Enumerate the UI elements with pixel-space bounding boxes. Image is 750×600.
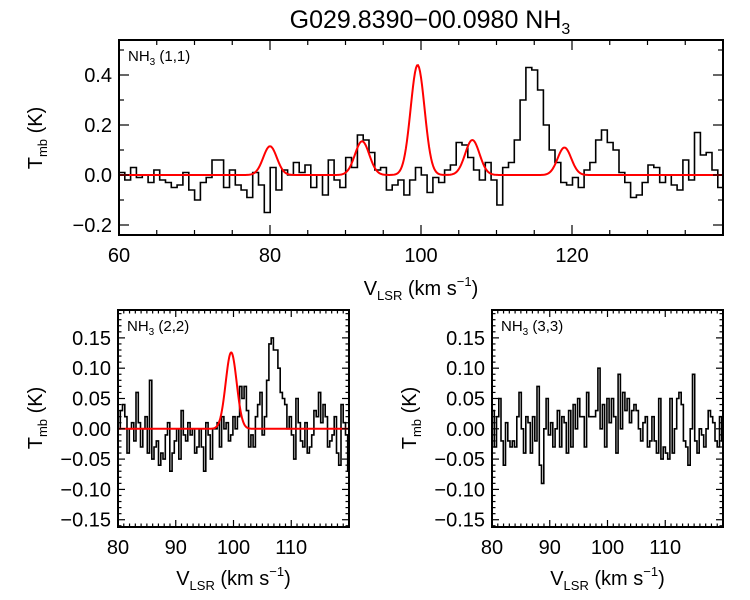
panel-label-subscript: 3	[149, 327, 155, 338]
spectrum-histogram	[118, 337, 349, 472]
y-axis-title-unit: (K)	[25, 107, 47, 139]
y-axis-title-main: T	[399, 437, 421, 449]
x-tick-label: 100	[591, 537, 624, 559]
x-tick-label: 80	[481, 537, 503, 559]
y-tick-label: −0.2	[73, 215, 112, 237]
x-tick-label: 80	[107, 537, 129, 559]
x-axis-title: VLSR (km s−1)	[550, 564, 665, 593]
panel-label-transition: (3,3)	[528, 318, 563, 335]
y-tick-label: 0.4	[84, 65, 112, 87]
panel-label-subscript: 3	[150, 57, 156, 68]
chart-title: G029.8390−00.0980 NH3	[290, 6, 571, 38]
y-tick-label: −0.10	[434, 479, 485, 501]
y-tick-label: 0.15	[72, 328, 111, 350]
y-tick-label: 0.15	[446, 328, 485, 350]
y-tick-label: 0.0	[84, 165, 112, 187]
x-tick-label: 110	[649, 537, 681, 559]
y-tick-label: 0.2	[84, 115, 112, 137]
y-axis-title-subscript: mb	[35, 139, 50, 157]
x-tick-label: 100	[217, 537, 250, 559]
y-axis-title: Tmb (K)	[399, 387, 424, 450]
x-tick-label: 110	[275, 537, 307, 559]
y-tick-label: −0.05	[60, 449, 111, 471]
panel-label-main: NH	[501, 318, 523, 335]
y-tick-label: 0.05	[72, 388, 111, 410]
y-tick-label: −0.15	[60, 510, 111, 532]
spectrum-histogram	[119, 66, 723, 214]
x-axis-title-subscript: LSR	[377, 288, 402, 303]
y-tick-label: −0.10	[60, 479, 111, 501]
y-axis-title-main: T	[25, 437, 47, 449]
x-axis-title-superscript: −1	[457, 274, 472, 289]
panel-nh3-11: 60 80 100 120 −0.2 0.0 0.2 0.4 VLSR (km s−1) Tmb …	[25, 39, 724, 303]
y-tick-label: 0.10	[72, 358, 111, 380]
x-axis-title-unit: (km s	[402, 278, 456, 300]
gaussian-fit-curve	[118, 351, 349, 430]
panel-label-transition: (2,2)	[154, 318, 189, 335]
x-axis-title-main: V	[364, 278, 378, 300]
x-tick-label: 120	[555, 245, 588, 267]
y-tick-label: −0.15	[434, 510, 485, 532]
x-axis-title-main: V	[176, 568, 190, 590]
x-axis-title-subscript: LSR	[564, 578, 589, 593]
x-axis-title-unit: (km s	[589, 568, 643, 590]
panel-label-main: NH	[128, 48, 150, 65]
x-axis-title-superscript: −1	[269, 564, 284, 579]
y-axis-title-subscript: mb	[409, 419, 424, 437]
gaussian-fit-curve	[119, 63, 723, 176]
panel-label-transition: (1,1)	[155, 48, 190, 65]
x-axis-title-end: )	[658, 568, 665, 590]
y-axis-title-unit: (K)	[25, 387, 47, 419]
spectrum-histogram	[492, 367, 723, 485]
y-axis-title-unit: (K)	[399, 387, 421, 419]
y-axis-title: Tmb (K)	[25, 387, 50, 450]
y-tick-label: 0.00	[72, 419, 111, 441]
y-tick-label: 0.00	[446, 419, 485, 441]
panel-label: NH3 (1,1)	[128, 48, 190, 68]
y-axis-title-main: T	[25, 157, 47, 169]
x-axis-title-main: V	[550, 568, 564, 590]
x-tick-label: 90	[539, 537, 561, 559]
chart-title-main: G029.8390−00.0980 NH	[290, 6, 562, 34]
panel-nh3-22: 80 90 100 110 −0.15 −0.10 −0.05 0.00 0.05 0.10 0.1…	[25, 309, 350, 593]
y-axis-title: Tmb (K)	[25, 107, 50, 170]
x-axis-title-subscript: LSR	[190, 578, 215, 593]
x-axis-title: VLSR (km s−1)	[176, 564, 291, 593]
x-axis-title-end: )	[472, 278, 479, 300]
panel-label: NH3 (3,3)	[501, 318, 563, 338]
panel-nh3-33: 80 90 100 110 −0.15 −0.10 −0.05 0.00 0.05 0.10 0.1…	[399, 309, 724, 593]
x-axis-title-superscript: −1	[643, 564, 658, 579]
panel-label-main: NH	[127, 318, 149, 335]
chart-title-subscript: 3	[561, 21, 570, 38]
y-axis-title-subscript: mb	[35, 419, 50, 437]
panel-label: NH3 (2,2)	[127, 318, 189, 338]
y-tick-label: 0.10	[446, 358, 485, 380]
y-tick-label: −0.05	[434, 449, 485, 471]
x-axis-title-unit: (km s	[215, 568, 269, 590]
x-tick-label: 100	[404, 245, 437, 267]
x-tick-label: 60	[108, 245, 130, 267]
x-axis-title-end: )	[284, 568, 291, 590]
y-tick-label: 0.05	[446, 388, 485, 410]
panel-label-subscript: 3	[523, 327, 529, 338]
x-tick-label: 90	[165, 537, 187, 559]
x-tick-label: 80	[259, 245, 281, 267]
x-axis-title: VLSR (km s−1)	[364, 274, 479, 303]
